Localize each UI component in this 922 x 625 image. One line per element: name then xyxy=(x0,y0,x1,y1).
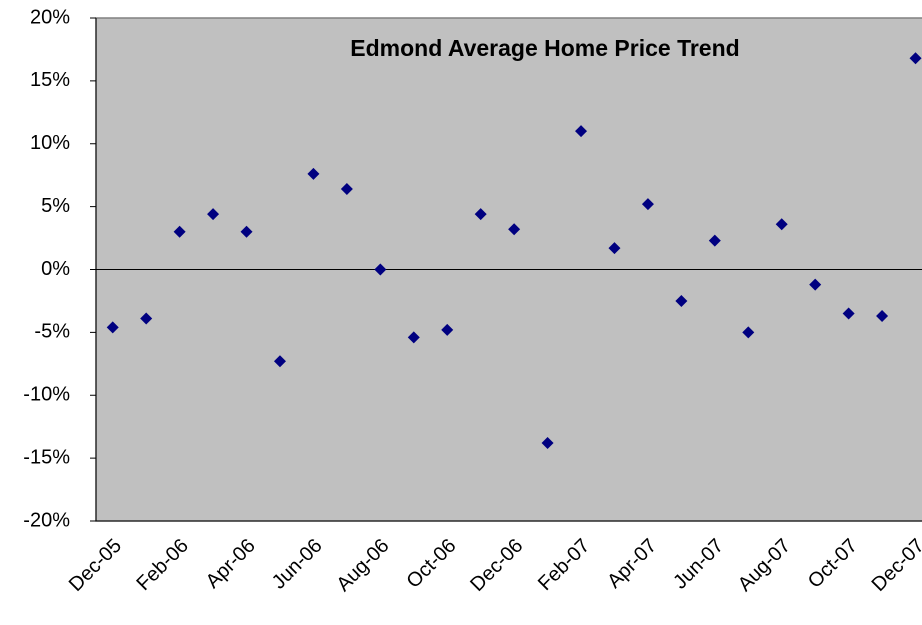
data-point xyxy=(508,223,521,236)
x-tick-label: Aug-07 xyxy=(734,535,795,596)
x-tick-label: Feb-06 xyxy=(133,535,193,595)
data-point xyxy=(909,52,922,65)
x-tick-label: Aug-06 xyxy=(332,535,393,596)
data-point xyxy=(775,218,788,231)
x-tick-label: Dec-07 xyxy=(868,535,922,596)
y-tick-label: -15% xyxy=(23,446,70,468)
y-tick-label: -5% xyxy=(34,321,70,343)
x-tick-label: Apr-06 xyxy=(202,535,260,593)
x-tick-label: Dec-05 xyxy=(65,535,126,596)
data-point xyxy=(441,323,454,336)
data-point xyxy=(207,208,220,221)
data-point xyxy=(842,307,855,320)
data-point xyxy=(708,234,721,247)
data-point xyxy=(140,312,153,325)
x-tick-label: Oct-06 xyxy=(402,535,460,593)
data-point xyxy=(575,125,588,138)
data-point xyxy=(541,437,554,450)
data-point xyxy=(641,198,654,211)
y-tick-label: 15% xyxy=(30,69,70,91)
y-tick-label: 5% xyxy=(41,195,70,217)
data-point xyxy=(307,167,320,180)
y-tick-label: -20% xyxy=(23,509,70,531)
data-point xyxy=(407,331,420,344)
data-point xyxy=(675,294,688,307)
data-point xyxy=(374,263,387,276)
x-tick-label: Jun-07 xyxy=(669,535,728,594)
x-tick-label: Feb-07 xyxy=(534,535,594,595)
data-point xyxy=(809,278,822,291)
data-point xyxy=(273,355,286,368)
x-tick-label: Oct-07 xyxy=(804,535,862,593)
data-point xyxy=(474,208,487,221)
y-tick-label: -10% xyxy=(23,384,70,406)
x-tick-label: Dec-06 xyxy=(466,535,527,596)
data-point xyxy=(106,321,119,334)
data-point xyxy=(340,183,353,196)
data-point xyxy=(876,310,889,323)
data-point xyxy=(240,225,253,238)
y-tick-label: 0% xyxy=(41,258,70,280)
data-point xyxy=(608,242,621,255)
data-point xyxy=(173,225,186,238)
y-tick-label: 10% xyxy=(30,132,70,154)
chart-title: Edmond Average Home Price Trend xyxy=(350,35,739,61)
y-tick-label: 20% xyxy=(30,6,70,28)
x-tick-label: Jun-06 xyxy=(268,535,327,594)
x-tick-label: Apr-07 xyxy=(603,535,661,593)
data-point xyxy=(742,326,755,339)
